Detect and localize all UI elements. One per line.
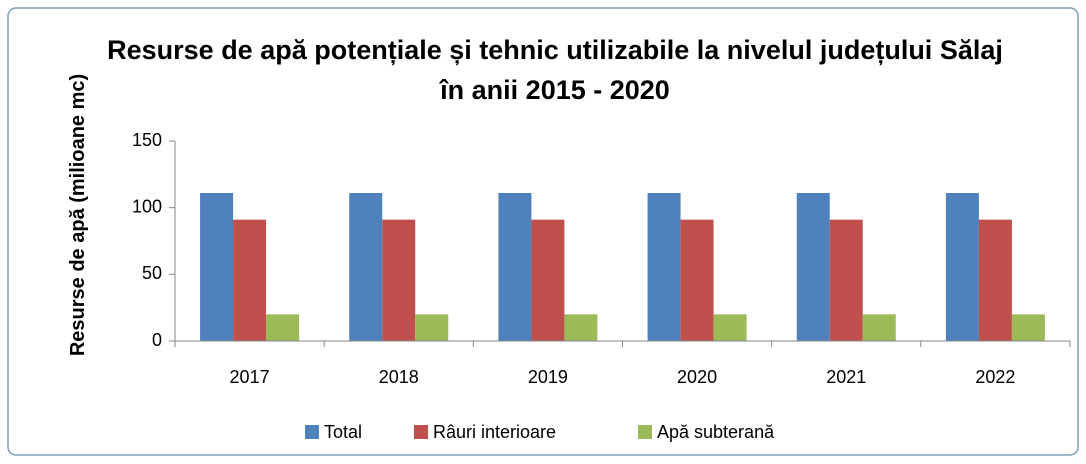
x-tick-label: 2019	[528, 367, 568, 387]
legend-swatch	[414, 425, 428, 439]
bar	[498, 193, 532, 341]
bar	[945, 193, 979, 341]
bar	[200, 193, 234, 341]
bar	[233, 219, 267, 341]
legend-label: Total	[324, 422, 362, 442]
x-tick-label: 2021	[826, 367, 866, 387]
bar	[1011, 314, 1045, 341]
bar	[796, 193, 830, 341]
x-tick-label: 2020	[677, 367, 717, 387]
bar	[382, 219, 416, 341]
bar	[531, 219, 565, 341]
bar	[266, 314, 300, 341]
y-tick-label: 100	[132, 196, 162, 216]
bar	[829, 219, 863, 341]
bar	[349, 193, 383, 341]
y-tick-label: 50	[142, 263, 162, 283]
bar	[564, 314, 598, 341]
x-tick-label: 2018	[379, 367, 419, 387]
bar	[713, 314, 747, 341]
x-tick-label: 2022	[975, 367, 1015, 387]
y-tick-label: 150	[132, 130, 162, 150]
legend-swatch	[305, 425, 319, 439]
y-axis-label: Resurse de apă (milioane mc)	[67, 73, 89, 357]
bar	[647, 193, 681, 341]
bar	[978, 219, 1012, 341]
bar	[680, 219, 714, 341]
x-tick-label: 2017	[230, 367, 270, 387]
bar	[862, 314, 896, 341]
legend-swatch	[638, 425, 652, 439]
bar	[415, 314, 449, 341]
y-tick-label: 0	[152, 330, 162, 350]
chart-title: Resurse de apă potențiale și tehnic util…	[107, 35, 1003, 105]
legend-label: Râuri interioare	[433, 422, 556, 442]
legend-label: Apă subterană	[657, 422, 775, 442]
